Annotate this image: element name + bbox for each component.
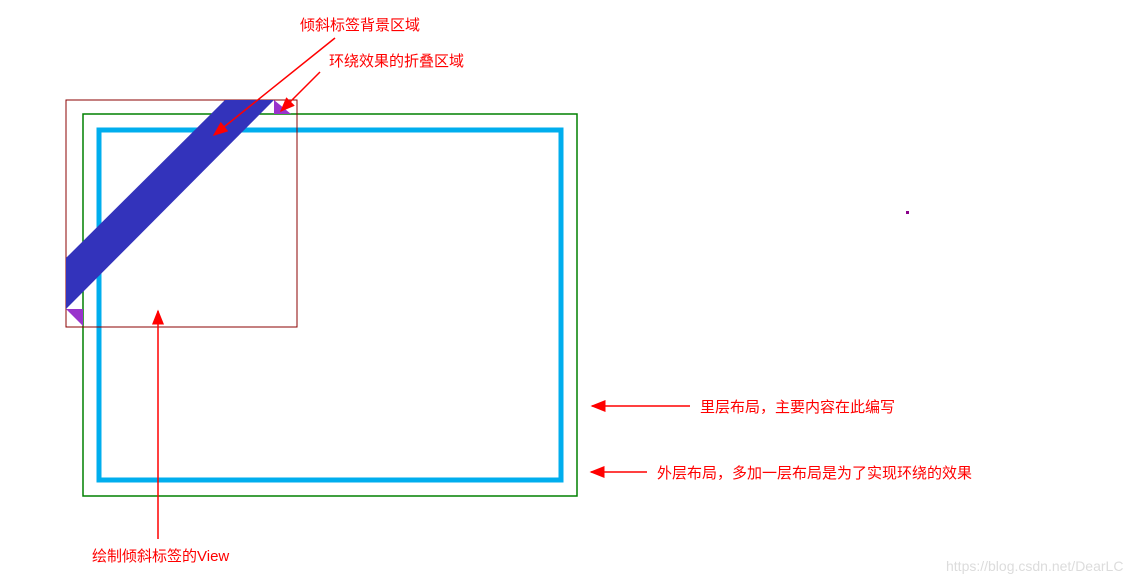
label-ribbon-view: 绘制倾斜标签的View — [92, 545, 229, 566]
label-inner-layout: 里层布局，主要内容在此编写 — [700, 396, 895, 417]
label-fold-area: 环绕效果的折叠区域 — [329, 50, 464, 71]
label-ribbon-bg: 倾斜标签背景区域 — [300, 14, 420, 35]
watermark-text: https://blog.csdn.net/DearLC — [946, 558, 1123, 574]
label-outer-layout: 外层布局，多加一层布局是为了实现环绕的效果 — [657, 462, 972, 483]
fold-top-triangle — [274, 100, 291, 114]
stray-dot — [906, 211, 909, 214]
diagram-svg — [0, 0, 1124, 580]
arrow-fold-area — [281, 72, 320, 111]
fold-left-triangle — [66, 309, 83, 326]
arrow-ribbon-bg — [214, 38, 335, 135]
